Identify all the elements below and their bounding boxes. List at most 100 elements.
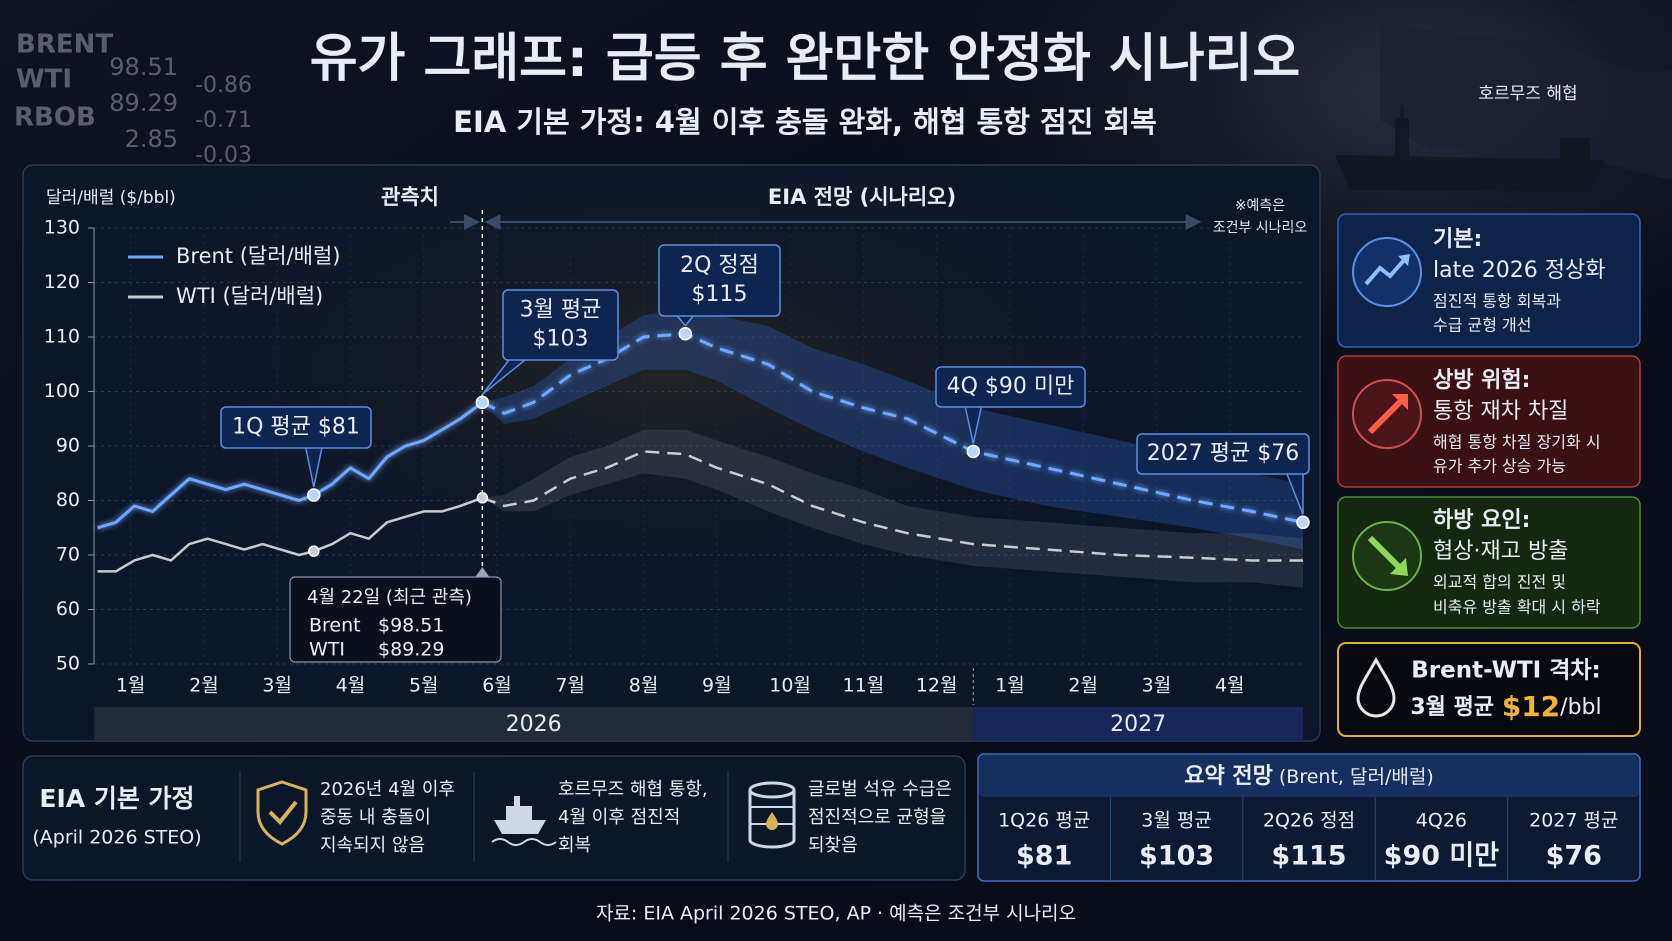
x-tick-label: 8월 [629, 675, 659, 697]
card-headline: late 2026 정상화 [1433, 258, 1605, 283]
callout-text: 3월 평균 [520, 298, 602, 323]
assumption-text: 호르무즈 해협 통항, [558, 779, 708, 800]
spread-unit: /bbl [1560, 695, 1601, 720]
ticker-price: 89.29 [109, 89, 178, 117]
card-title: 상방 위험: [1433, 367, 1530, 393]
forecast-line [481, 332, 1304, 524]
data-point [308, 545, 320, 557]
ticker-change: -0.86 [195, 73, 252, 98]
callout-box [1136, 433, 1310, 475]
card-text: 점진적 통항 회복과 [1433, 292, 1561, 311]
table-header: 2Q26 정점 [1263, 810, 1355, 832]
summary-subtitle: (Brent, 달러/배럴) [1279, 766, 1434, 788]
callout-pointer [1286, 473, 1304, 515]
map-label: 호르무즈 해협 [1478, 84, 1577, 104]
y-tick-label: 80 [56, 489, 80, 511]
x-tick-label: 10월 [769, 675, 811, 697]
data-point [476, 492, 489, 504]
callout-text: $115 [692, 282, 748, 307]
data-point [1296, 515, 1310, 530]
callout-text: 2027 평균 $76 [1147, 441, 1299, 466]
x-tick-label: 12월 [916, 675, 958, 697]
data-point [966, 444, 981, 459]
ticker-change: -0.71 [195, 108, 252, 133]
forecast-band [482, 309, 1303, 550]
assumption-text: 되찾음 [808, 835, 858, 856]
callout-text: 2Q 정점 [680, 253, 759, 278]
y-axis-label: 달러/배럴 ($/bbl) [46, 188, 176, 208]
forecast-band [482, 429, 1303, 588]
callout-text: $103 [533, 327, 589, 352]
data-point [475, 395, 490, 410]
table-header: 3월 평균 [1141, 810, 1212, 832]
card-title: 기본: [1433, 227, 1482, 252]
x-tick-label: 11월 [843, 675, 885, 697]
callout-pointer [676, 315, 694, 327]
tooltip-value: $89.29 [378, 639, 444, 661]
forecast-line [481, 450, 1303, 562]
table-value: $115 [1271, 841, 1346, 872]
spread-value: 3월 평균 $12/bbl [1410, 690, 1601, 723]
summary-table: 요약 전망 (Brent, 달러/배럴) 1Q26 평균 $81 3월 평균 $103 2… [977, 753, 1641, 882]
subtitle: EIA 기본 가정: 4월 이후 충돌 완화, 해협 통항 점진 회복 [453, 105, 1157, 139]
card-base: 기본: late 2026 정상화 점진적 통항 회복과 수급 균형 개선 [1337, 213, 1641, 348]
map-shape [1380, 20, 1672, 180]
callout-pointer [481, 359, 526, 395]
card-headline: 통항 재차 차질 [1433, 399, 1568, 424]
x-tick-label: 3월 [262, 675, 292, 697]
y-tick-label: 50 [56, 653, 80, 675]
assumption-text: 중동 내 충돌이 [320, 807, 431, 828]
callout-box [658, 244, 781, 317]
callout-text: 1Q 평균 $81 [232, 415, 360, 440]
observed-label: 관측치 [381, 185, 439, 209]
table-header: 2027 평균 [1529, 810, 1618, 832]
card-upside: 상방 위험: 통항 재차 차질 해협 통항 차질 장기화 시 유가 추가 상승 … [1337, 355, 1641, 488]
table-header: 1Q26 평균 [998, 810, 1090, 832]
year-label: 2026 [506, 712, 562, 737]
x-tick-label: 4월 [1215, 675, 1245, 697]
tanker [1335, 105, 1605, 192]
table-header: 4Q26 [1416, 810, 1467, 832]
data-point [678, 326, 693, 341]
callout-box [220, 406, 372, 449]
x-tick-label: 2월 [1068, 675, 1098, 697]
card-text: 수급 균형 개선 [1433, 316, 1532, 335]
forecast-note: 조건부 시나리오 [1213, 220, 1308, 236]
assumption-text: 회복 [558, 835, 591, 856]
assumption-text: 점진적으로 균형을 [808, 807, 946, 828]
tooltip-title: 4월 22일 (최근 관측) [307, 587, 472, 608]
assumptions-title: EIA 기본 가정 [39, 784, 194, 813]
summary-title: 요약 전망 (Brent, 달러/배럴) [1184, 764, 1433, 789]
callout-pointer [305, 447, 323, 488]
forecast-note: ※예측은 [1235, 198, 1285, 214]
chart: 50 60 70 80 90 100 110 120 130 1월 2월 3월 4월 5월 6월 7월 8월 9월… [44, 210, 1310, 741]
spread-number: $12 [1502, 690, 1560, 723]
summary-title-main: 요약 전망 [1184, 764, 1273, 789]
data-point [307, 488, 321, 502]
year-band [973, 707, 1303, 741]
year-label: 2027 [1110, 712, 1166, 737]
observed-line [97, 496, 483, 573]
x-tick-label: 1월 [116, 675, 146, 697]
x-tick-label: 7월 [555, 675, 585, 697]
table-value: $81 [1016, 841, 1072, 872]
forecast-label: EIA 전망 (시나리오) [768, 185, 956, 209]
x-tick-label: 9월 [702, 675, 732, 697]
assumption-text: 글로벌 석유 수급은 [808, 779, 952, 800]
card-title: 하방 요인: [1433, 508, 1530, 533]
ticker: BRENT WTI RBOB 98.51 89.29 2.85 -0.86 -0… [14, 30, 252, 169]
x-tick-label: 3월 [1142, 675, 1172, 697]
footer: 자료: EIA April 2026 STEO, AP · 예측은 조건부 시나… [596, 903, 1076, 925]
legend-label: WTI (달러/배럴) [176, 284, 323, 308]
table-value: $76 [1546, 841, 1602, 872]
callout-text: 4Q $90 미만 [947, 374, 1075, 399]
assumptions-panel: EIA 기본 가정 (April 2026 STEO) 2026년 4월 이후 … [22, 755, 966, 881]
y-tick-label: 100 [44, 380, 80, 402]
callout-box [935, 366, 1086, 408]
spread-prefix: 3월 평균 [1410, 695, 1501, 720]
x-tick-label: 2월 [189, 675, 219, 697]
card-text: 외교적 합의 진전 및 [1433, 573, 1566, 592]
callout-pointer [964, 406, 983, 444]
